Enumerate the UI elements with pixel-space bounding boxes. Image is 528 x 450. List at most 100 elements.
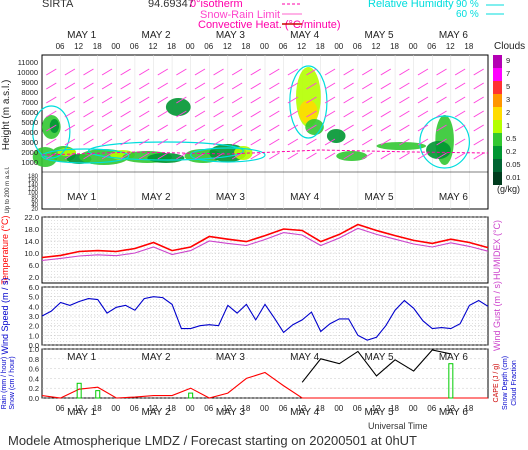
wind-barb <box>454 110 466 118</box>
precip-panel: 1.00.80.60.40.20.0 MAY 1 MAY 2 MAY 3 MAY 4 MA… <box>29 345 488 403</box>
wind-barb <box>287 68 299 76</box>
wind-barb <box>120 110 131 118</box>
height-tick: 5000 <box>21 118 38 127</box>
wind-barb <box>306 110 317 118</box>
wind-barb <box>306 152 317 160</box>
y-tick-label: 0.0 <box>29 341 39 350</box>
low-height-tick: 60 <box>31 199 38 205</box>
hour-tick-label: 18 <box>316 404 325 413</box>
wind-barb <box>454 138 466 146</box>
legend-convective: Convective Heat. (°C/minute) <box>198 19 341 31</box>
wind-barb <box>176 68 187 76</box>
hour-tick-label: 06 <box>204 404 213 413</box>
low-height-tick: 180 <box>28 174 39 180</box>
hour-tick-label: 12 <box>149 42 158 51</box>
wind-barb <box>454 82 466 90</box>
day-label: MAY 6 <box>439 407 469 418</box>
scale-label: 3 <box>506 95 510 104</box>
day-label: MAY 6 <box>439 30 469 41</box>
wind-barb <box>436 68 447 76</box>
cloud-color-scale: 9 7 5 3 2 1 0.5 0.2 0.05 0.01 <box>493 55 521 185</box>
legend-rh-90: 90 % <box>456 0 479 10</box>
low-height-tick: 140 <box>28 182 39 188</box>
y-tick-label: 0.8 <box>29 355 39 364</box>
hour-tick-label: 00 <box>186 404 195 413</box>
wind-barb <box>120 152 131 160</box>
wind-barb <box>120 124 131 132</box>
low-height-tick: 20 <box>31 207 38 213</box>
scale-label: 9 <box>506 56 510 65</box>
wind-barb <box>157 82 169 90</box>
precip-panel-frame <box>41 348 489 399</box>
wind-barb <box>399 152 410 160</box>
wind-barb <box>436 138 447 146</box>
rh-contour <box>419 115 471 169</box>
top-time-axis: MAY 1 MAY 2 MAY 3 MAY 4 MAY 5 MAY 606 12 18 00 06… <box>56 30 474 51</box>
wind-barb <box>46 110 57 118</box>
wind-barb <box>417 138 429 146</box>
rh-contour <box>87 141 244 161</box>
hour-tick-label: 00 <box>409 404 418 413</box>
wind-barb <box>231 124 243 132</box>
wind-barb <box>176 152 187 160</box>
hour-tick-label: 12 <box>223 404 232 413</box>
wind-barb <box>324 96 336 104</box>
wind-barb <box>269 110 280 118</box>
wind-barb <box>473 124 484 132</box>
day-label-inner: MAY 6 <box>439 192 469 203</box>
wind-barb <box>83 96 94 104</box>
wind-barb <box>64 124 76 132</box>
wind-barb <box>306 138 317 146</box>
wind-barb <box>454 96 466 104</box>
wind-barb <box>231 96 243 104</box>
wind-barb <box>157 96 169 104</box>
wind-barb <box>231 68 243 76</box>
day-label: MAY 1 <box>67 407 97 418</box>
snow-bar <box>95 390 101 399</box>
hour-tick-label: 12 <box>446 42 455 51</box>
wind-barb <box>64 110 76 118</box>
scale-swatch <box>493 94 502 107</box>
wind-barb <box>436 96 447 104</box>
day-label-inner: MAY 1 <box>67 352 97 363</box>
y-tick-label: 22.0 <box>24 213 39 222</box>
scale-swatch <box>493 146 502 159</box>
wind-barb <box>101 152 113 160</box>
wind-barb <box>83 152 94 160</box>
wind-barb <box>436 110 447 118</box>
cloud-blob <box>305 119 324 135</box>
hour-tick-label: 00 <box>186 42 195 51</box>
wind-barb <box>306 68 317 76</box>
wind-barb <box>287 96 299 104</box>
hour-tick-label: 12 <box>223 42 232 51</box>
day-label: MAY 2 <box>142 407 172 418</box>
wind-barb <box>343 82 354 90</box>
hour-tick-label: 18 <box>93 404 102 413</box>
wind-barb <box>380 138 392 146</box>
wind-barb <box>250 138 261 146</box>
height-tick: 4000 <box>21 128 38 137</box>
cloud-height-axis: 1100010000900080007000600050004000300020… <box>17 58 468 213</box>
wind-barb <box>64 138 76 146</box>
day-label: MAY 3 <box>216 407 246 418</box>
hour-tick-label: 18 <box>464 404 473 413</box>
wind-barb <box>380 110 392 118</box>
site-label: SIRTA <box>42 0 74 10</box>
wind-barb <box>250 68 261 76</box>
hour-tick-label: 06 <box>427 404 436 413</box>
wind-panel: 6.05.04.03.02.01.00.0 <box>29 283 489 350</box>
day-label-inner: MAY 3 <box>216 352 246 363</box>
hour-tick-label: 18 <box>167 404 176 413</box>
cloud-blob <box>336 151 368 161</box>
hour-tick-label: 18 <box>464 42 473 51</box>
low-height-tick: 120 <box>28 186 39 192</box>
wind-barb <box>473 96 484 104</box>
clouds-scale-title: Clouds <box>494 41 526 52</box>
height-tick: 3000 <box>21 138 38 147</box>
scale-swatch <box>493 81 502 94</box>
wind-barb <box>343 110 354 118</box>
model-description: Modele Atmospherique LMDZ / Forecast sta… <box>8 433 417 448</box>
wind-barb <box>157 124 169 132</box>
wind-barb <box>361 68 373 76</box>
wind-barb <box>138 82 150 90</box>
